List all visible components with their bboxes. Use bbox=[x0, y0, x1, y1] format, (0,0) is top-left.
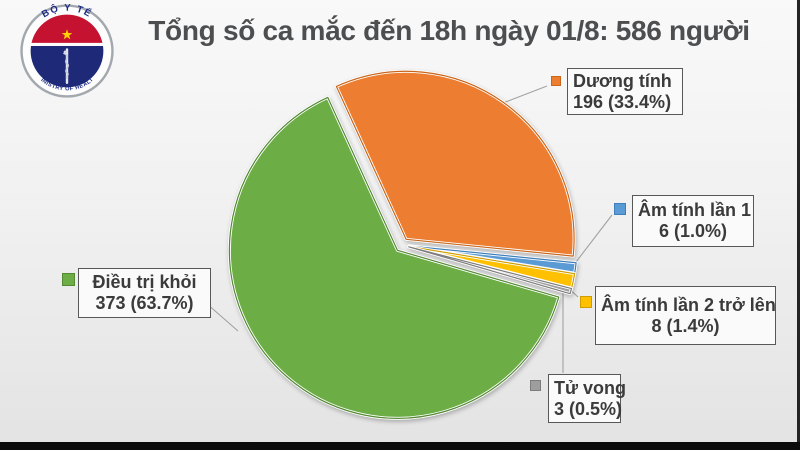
label-box-dieu-tri-khoi: Điều trị khỏi 373 (63.7%) bbox=[78, 268, 211, 318]
slice-value: 3 (0.5%) bbox=[554, 398, 623, 419]
logo-snake-head bbox=[63, 50, 67, 54]
ministry-of-health-logo: BỘ Y TẾ MINISTRY OF HEALTH bbox=[19, 3, 114, 98]
frame-bottom-bar bbox=[0, 442, 800, 450]
slice-label: Dương tính bbox=[573, 70, 672, 91]
legend-marker-tu-vong bbox=[530, 380, 541, 391]
pie-slice-edge-tu-vong bbox=[408, 246, 573, 295]
label-box-duong-tinh: Dương tính 196 (33.4%) bbox=[567, 68, 683, 115]
pie-slice-edge-dieu-tri-khoi bbox=[228, 96, 560, 419]
label-box-tu-vong: Tử vong 3 (0.5%) bbox=[548, 374, 627, 423]
slice-label: Điều trị khỏi bbox=[92, 272, 197, 293]
chart-title: Tổng số ca mắc đến 18h ngày 01/8: 586 ng… bbox=[148, 15, 750, 46]
legend-marker-am-tinh-lan-1 bbox=[614, 203, 626, 215]
label-box-am-tinh-lan-2-tro-len: Âm tính lần 2 trở lên 8 (1.4%) bbox=[595, 286, 776, 345]
frame-right-edge bbox=[797, 0, 800, 450]
leader-line-am-tinh-lan-1 bbox=[575, 214, 613, 263]
slice-value: 373 (63.7%) bbox=[95, 293, 194, 313]
leader-line-duong-tinh bbox=[502, 85, 548, 104]
label-box-am-tinh-lan-1: Âm tính lần 1 6 (1.0%) bbox=[632, 195, 754, 247]
legend-marker-duong-tinh bbox=[551, 76, 561, 86]
slice-label: Tử vong bbox=[554, 377, 627, 398]
pie-slices bbox=[227, 69, 578, 420]
logo-snake-icon bbox=[63, 52, 69, 80]
slice-value: 8 (1.4%) bbox=[651, 315, 720, 336]
slice-label: Âm tính lần 2 trở lên bbox=[601, 294, 776, 315]
logo-red-field bbox=[31, 14, 103, 43]
slice-label: Âm tính lần 1 bbox=[638, 200, 752, 221]
slice-value: 6 (1.0%) bbox=[658, 221, 728, 241]
pie-slice-edge-duong-tinh bbox=[335, 70, 575, 257]
legend-marker-dieu-tri-khoi bbox=[62, 273, 75, 286]
legend-marker-am-tinh-lan-2-tro-len bbox=[580, 296, 592, 308]
logo-star-icon bbox=[61, 29, 73, 40]
slice-value: 196 (33.4%) bbox=[573, 91, 672, 112]
